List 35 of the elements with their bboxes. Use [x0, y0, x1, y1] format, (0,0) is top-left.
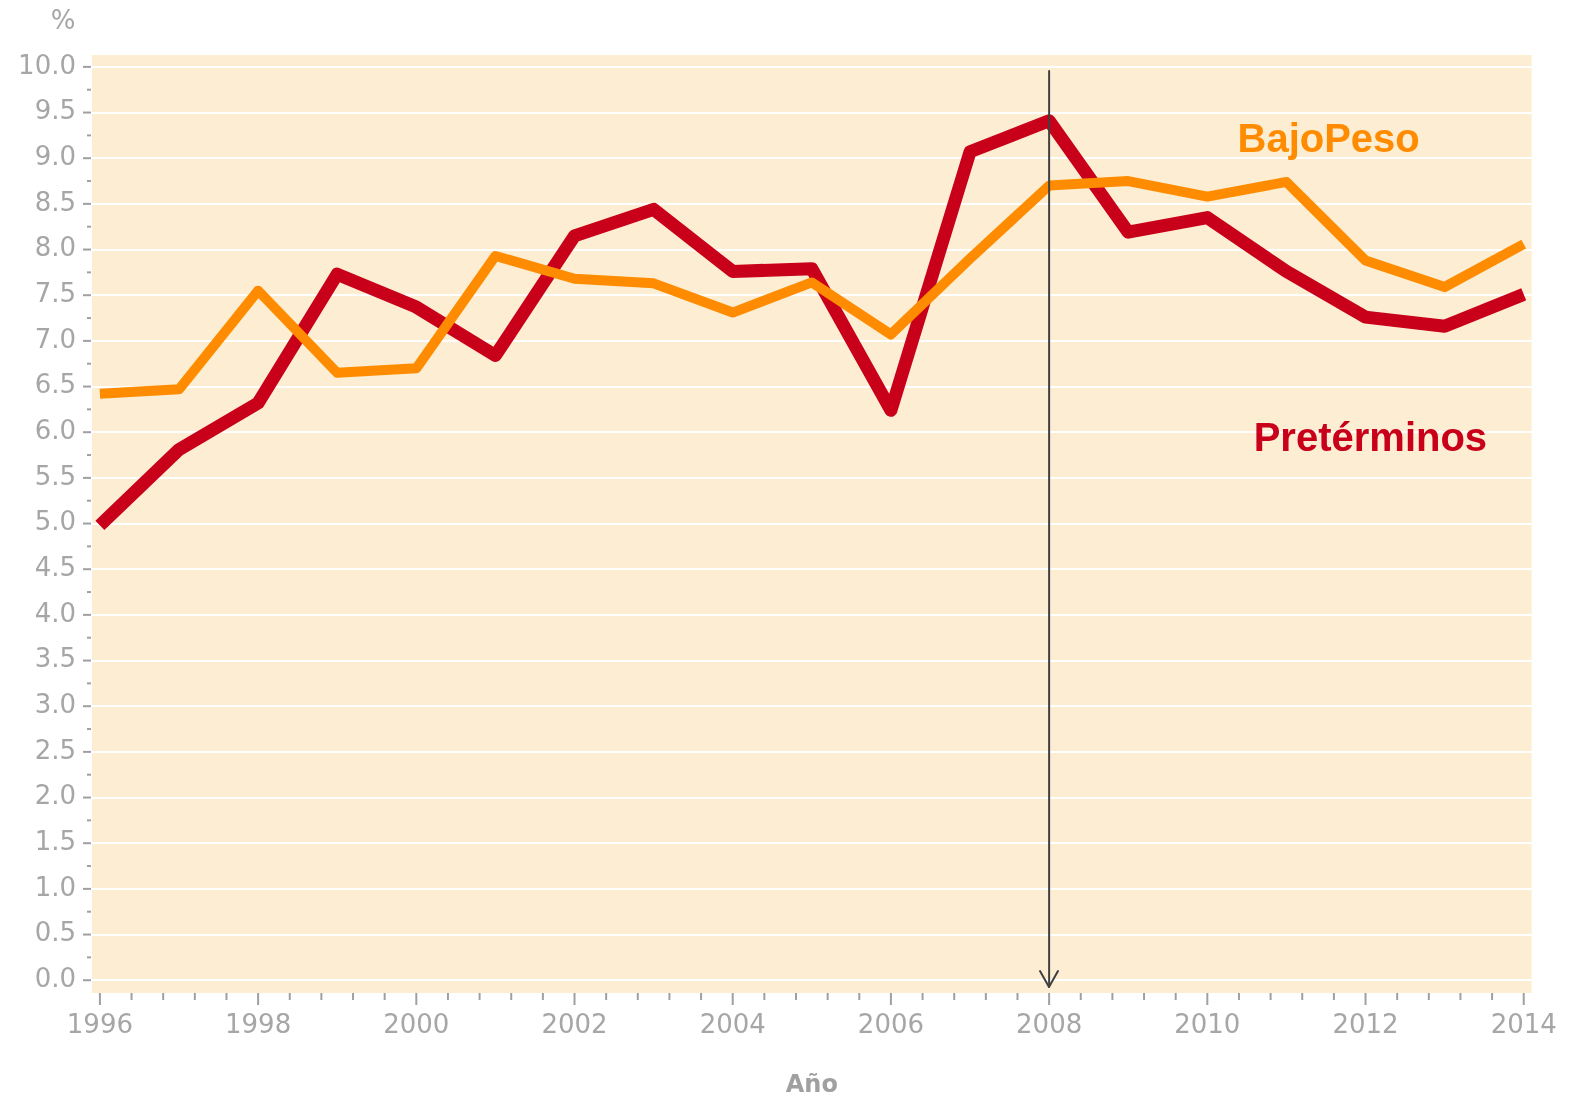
x-tick-label: 2014: [1490, 1009, 1557, 1040]
y-tick-label: 0.0: [34, 962, 76, 993]
y-tick-label: 9.0: [34, 140, 76, 171]
y-tick-label: 5.0: [34, 506, 76, 537]
y-tick-label: 4.0: [34, 597, 76, 628]
y-tick-label: 7.0: [34, 323, 76, 354]
y-tick-label: 3.0: [34, 688, 76, 719]
series-label: BajoPeso: [1237, 116, 1420, 161]
x-tick-label: 2008: [1016, 1009, 1083, 1040]
y-tick-label: 4.5: [34, 551, 76, 582]
y-tick-label: 5.5: [34, 460, 76, 491]
y-tick-label: 9.5: [34, 95, 76, 126]
y-tick-label: 2.0: [34, 780, 76, 811]
y-tick-label: 6.0: [34, 414, 76, 445]
y-tick-label: 3.5: [34, 643, 76, 674]
x-tick-label: 2000: [383, 1009, 450, 1040]
y-tick-label: 8.0: [34, 232, 76, 263]
y-tick-label: 2.5: [34, 734, 76, 765]
y-tick-label: 10.0: [18, 49, 76, 80]
x-tick-label: 2004: [699, 1009, 766, 1040]
y-tick-label: 1.5: [34, 825, 76, 856]
x-axis-title: Año: [785, 1069, 838, 1098]
y-tick-label: 6.5: [34, 369, 76, 400]
text: Pretérminos: [1253, 414, 1488, 459]
x-tick-label: 2010: [1174, 1009, 1241, 1040]
y-tick-label: 0.5: [34, 917, 76, 948]
y-tick-label: 8.5: [34, 186, 76, 217]
x-tick-label: 2012: [1332, 1009, 1399, 1040]
x-tick-label: 2006: [857, 1009, 924, 1040]
x-tick-label: 1996: [66, 1009, 133, 1040]
y-tick-label: 7.5: [34, 277, 76, 308]
y-axis-title: %: [50, 4, 76, 35]
x-tick-label: 2002: [541, 1009, 608, 1040]
x-tick-label: 1998: [225, 1009, 292, 1040]
y-tick-label: 1.0: [34, 871, 76, 902]
